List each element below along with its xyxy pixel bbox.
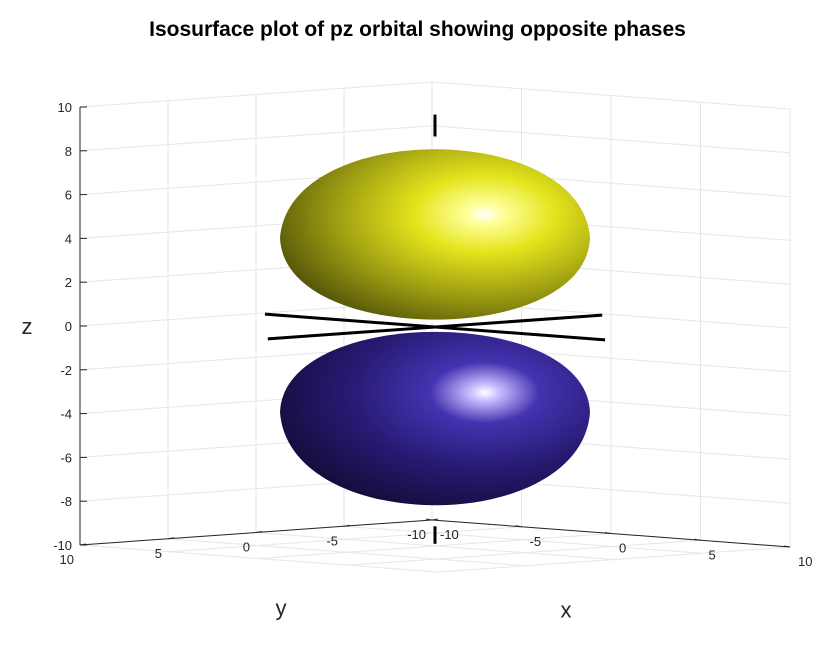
y-tick-label: -10: [407, 527, 426, 542]
z-tick-label: 10: [58, 100, 72, 115]
x-tick-label: 0: [619, 541, 626, 556]
negative-phase-lobe: [280, 331, 590, 506]
x-tick-mark: [425, 518, 433, 521]
grid-line: [79, 125, 433, 152]
grid-line: [79, 544, 439, 573]
z-tick-label: -4: [60, 407, 72, 422]
x-tick-mark: [604, 532, 612, 534]
orbital-lobes: [264, 149, 606, 544]
grid-line: [431, 125, 791, 154]
positive-phase-lobe: [280, 149, 590, 320]
grid-line: [255, 532, 615, 560]
x-tick-mark: [694, 538, 701, 541]
y-tick-label: 10: [60, 552, 74, 567]
z-tick-label: 2: [65, 275, 72, 290]
z-tick-label: -10: [53, 538, 72, 553]
grid-line: [431, 81, 791, 110]
z-tick-label: -2: [60, 363, 72, 378]
x-tick-label: 10: [798, 554, 812, 569]
y-tick-mark: [255, 531, 263, 533]
x-tick-label: -10: [440, 527, 459, 542]
z-tick-label: -6: [60, 450, 72, 465]
x-axis-label: x: [561, 598, 572, 623]
y-tick-mark: [343, 524, 351, 527]
z-tick-label: 8: [65, 144, 72, 159]
x-tick-label: 5: [709, 547, 716, 562]
z-tick-label: 6: [65, 188, 72, 203]
axis-labels: z y x: [22, 314, 572, 623]
y-tick-label: -5: [326, 533, 338, 548]
x-tick-mark: [783, 545, 791, 548]
grid-line: [79, 81, 433, 108]
axis-lines: [79, 106, 791, 548]
reference-y-axis: [267, 313, 603, 341]
grid-line: [343, 525, 703, 554]
z-tick-label: -8: [60, 494, 72, 509]
y-tick-label: 5: [155, 546, 162, 561]
chart-title: Isosurface plot of pz orbital showing op…: [149, 18, 686, 41]
z-tick-label: 4: [65, 231, 72, 246]
x-tick-label: -5: [530, 534, 542, 549]
grid-line: [167, 538, 527, 567]
y-tick-mark: [79, 543, 87, 546]
y-axis-line: [79, 519, 433, 546]
z-tick-label: 0: [65, 319, 72, 334]
x-tick-mark: [515, 525, 522, 528]
y-tick-mark: [431, 518, 439, 521]
y-axis-label: y: [276, 596, 287, 621]
y-tick-mark: [167, 537, 175, 540]
y-tick-label: 0: [243, 540, 250, 555]
z-axis-label: z: [22, 314, 33, 339]
